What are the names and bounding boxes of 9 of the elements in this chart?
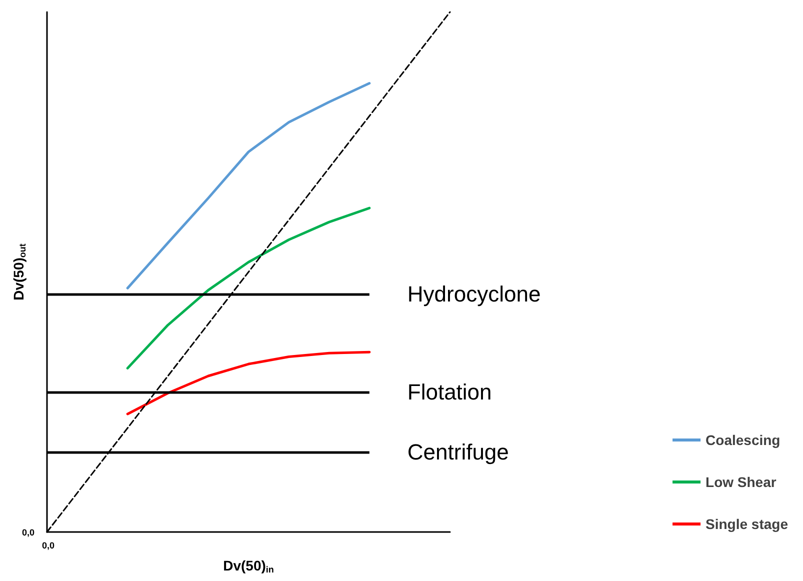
legend-label: Single stage xyxy=(706,516,788,532)
ref-line-label: Hydrocyclone xyxy=(407,281,541,306)
legend-label: Low Shear xyxy=(706,474,777,490)
y-axis-title: Dv(50)out xyxy=(10,244,28,300)
text: 0,0 xyxy=(42,540,55,550)
legend-label: Coalescing xyxy=(706,432,780,448)
ref-line-label: Flotation xyxy=(407,380,492,405)
ref-line-label: Centrifuge xyxy=(407,439,509,464)
text: 0,0 xyxy=(22,528,35,538)
